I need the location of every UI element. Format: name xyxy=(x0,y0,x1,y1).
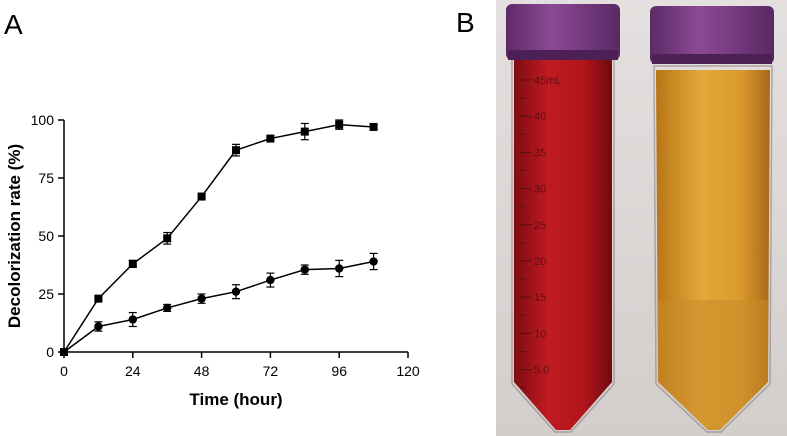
data-point-circle xyxy=(128,315,137,324)
right-tube-cap-rim xyxy=(652,54,772,64)
tube-graduation-label: 45mL xyxy=(534,75,562,87)
y-tick-label: 100 xyxy=(31,112,55,128)
data-point-circle xyxy=(335,264,344,273)
data-point-circle xyxy=(231,287,241,296)
tube-graduation-label: 20 xyxy=(534,256,546,268)
left-tube-cap-rim xyxy=(508,50,618,60)
tube-graduation-label: 5.0 xyxy=(534,365,549,377)
tube-graduation-label: 40 xyxy=(534,111,546,123)
data-point-square xyxy=(300,127,309,136)
x-tick-label: 0 xyxy=(60,363,68,379)
y-axis-title: Decolorization rate (%) xyxy=(5,144,24,328)
data-point-square xyxy=(94,294,103,303)
left-tube-cap xyxy=(506,4,620,60)
panel-label-a: A xyxy=(4,9,23,40)
right-tube-cap xyxy=(650,6,774,64)
y-tick-label: 0 xyxy=(46,344,54,360)
data-point-square xyxy=(128,259,137,268)
series-line-circle xyxy=(63,260,374,353)
tube-graduation-label: 10 xyxy=(534,328,546,340)
data-point-circle xyxy=(369,257,378,266)
data-point-circle xyxy=(163,303,172,313)
right-tube-outline xyxy=(653,65,773,433)
data-point-circle xyxy=(59,347,69,357)
tube-graduation-label: 35 xyxy=(534,147,546,159)
tube-graduation-label: 25 xyxy=(534,220,546,232)
data-point-circle xyxy=(266,275,275,285)
right-tube-sediment xyxy=(658,300,768,430)
data-point-square xyxy=(163,234,172,243)
panel-label-b: B xyxy=(456,7,475,38)
data-point-square xyxy=(232,146,240,155)
x-tick-label: 48 xyxy=(194,363,210,379)
x-tick-label: 24 xyxy=(125,363,141,379)
data-point-square xyxy=(266,134,275,143)
left-tube-liquid xyxy=(514,60,612,430)
data-point-circle xyxy=(94,322,103,331)
series-line-square xyxy=(63,123,374,353)
data-point-square xyxy=(369,122,378,131)
tube-photo: 45mL 40 35 30 25 20 15 10 5.0 xyxy=(496,0,787,436)
x-tick-label: 96 xyxy=(331,363,347,379)
x-axis-title: Time (hour) xyxy=(189,390,282,409)
data-point-circle xyxy=(300,265,309,274)
data-point-square xyxy=(335,120,344,129)
tube-graduation-label: 30 xyxy=(534,184,546,196)
y-tick-label: 75 xyxy=(38,170,54,186)
y-tick-label: 25 xyxy=(38,286,54,302)
x-tick-label: 120 xyxy=(396,363,420,379)
decolorization-chart: 0 24 48 72 96 120 0 25 50 75 100 Time (hour) Decol… xyxy=(5,112,420,409)
data-point-square xyxy=(197,192,206,201)
tube-graduation-label: 15 xyxy=(534,292,546,304)
y-tick-label: 50 xyxy=(38,228,54,244)
data-point-circle xyxy=(197,294,206,303)
x-tick-label: 72 xyxy=(263,363,279,379)
